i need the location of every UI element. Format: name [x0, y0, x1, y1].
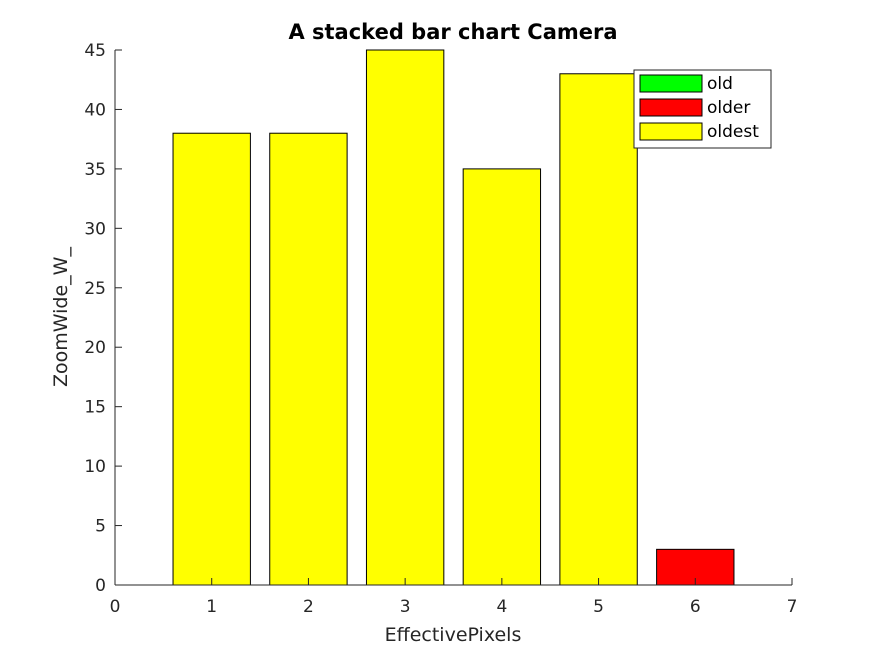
- x-tick-label: 2: [303, 597, 314, 617]
- x-tick-label: 3: [400, 597, 411, 617]
- y-tick-label: 30: [84, 219, 106, 239]
- y-tick-label: 45: [84, 41, 106, 61]
- legend-swatch-older: [639, 98, 703, 117]
- y-tick-label: 10: [84, 457, 106, 477]
- x-axis-label: EffectivePixels: [385, 624, 522, 646]
- legend: old older oldest: [633, 69, 772, 149]
- chart-title: A stacked bar chart Camera: [288, 20, 617, 44]
- y-tick-label: 25: [84, 279, 106, 299]
- legend-label-older: older: [707, 98, 750, 118]
- bar-oldest-3: [365, 49, 445, 586]
- x-tick-label: 0: [110, 597, 121, 617]
- y-tick-label: 40: [84, 100, 106, 120]
- x-tick-label: 1: [206, 597, 217, 617]
- legend-swatch-oldest: [639, 122, 703, 141]
- legend-swatch-old: [639, 74, 703, 93]
- y-tick-label: 20: [84, 338, 106, 358]
- bar-oldest-1: [172, 132, 251, 586]
- x-tick-label: 4: [496, 597, 507, 617]
- bar-oldest-4: [462, 168, 542, 586]
- y-tick-label: 0: [95, 576, 106, 596]
- y-tick-label: 15: [84, 398, 106, 418]
- legend-label-oldest: oldest: [707, 122, 759, 142]
- bars-group: [172, 49, 735, 586]
- legend-label-old: old: [707, 74, 733, 94]
- y-axis-label: ZoomWide_W_: [50, 247, 72, 387]
- y-tick-label: 5: [95, 517, 106, 537]
- y-tick-label: 35: [84, 160, 106, 180]
- x-tick-label: 6: [690, 597, 701, 617]
- x-tick-label: 7: [787, 597, 798, 617]
- bar-oldest-2: [269, 132, 348, 586]
- bar-oldest-5: [559, 73, 638, 586]
- x-tick-label: 5: [593, 597, 604, 617]
